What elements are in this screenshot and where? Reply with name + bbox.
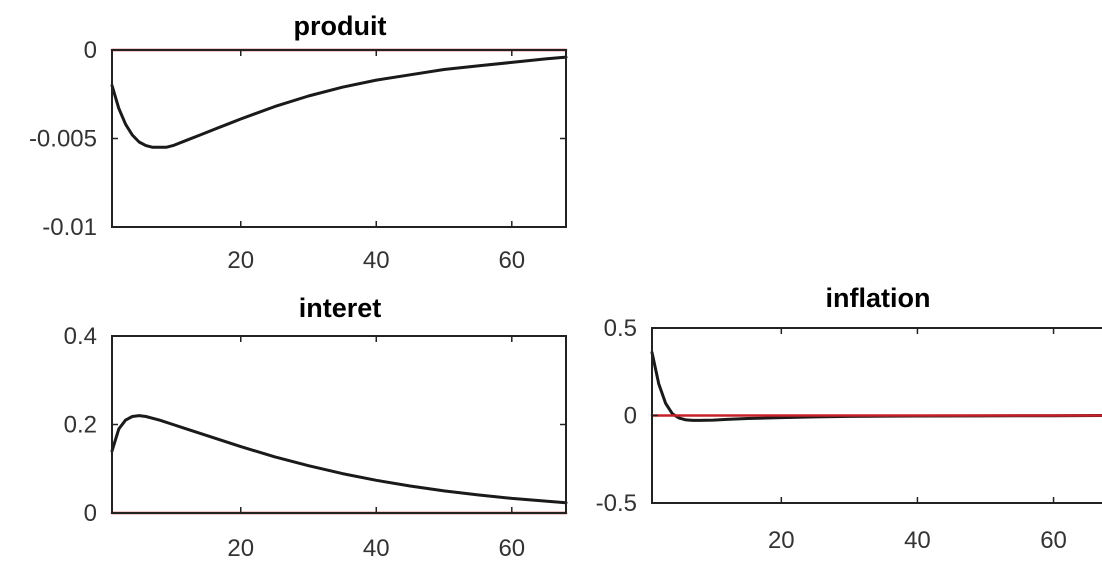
y-tick-label: 0.4 xyxy=(64,323,97,350)
axis-layer: 20 40 60 0 0.2 0.4 xyxy=(64,323,566,562)
response-line xyxy=(650,351,1102,422)
panel-inflation: inflation 20 40 60 0.5 0 -0.5 xyxy=(596,283,1102,554)
chart-title: inflation xyxy=(826,283,931,313)
plot-frame xyxy=(111,335,567,514)
y-tick-label: 0 xyxy=(624,403,637,430)
x-tick-label: 20 xyxy=(768,527,795,554)
series-layer xyxy=(110,414,568,515)
axis-layer: 20 40 60 0 -0.005 -0.01 xyxy=(29,37,566,274)
chart-title: interet xyxy=(299,293,382,323)
y-tick-label: -0.01 xyxy=(42,214,97,241)
x-tick-label: 20 xyxy=(227,247,254,274)
x-tick-label: 40 xyxy=(363,247,390,274)
x-tick-label: 20 xyxy=(227,535,254,562)
y-tick-label: -0.005 xyxy=(29,126,97,153)
y-tick-label: 0 xyxy=(84,37,97,64)
x-tick-label: 60 xyxy=(498,247,525,274)
response-line xyxy=(110,55,568,149)
y-tick-label: -0.5 xyxy=(596,490,637,517)
y-tick-label: 0 xyxy=(84,500,97,527)
chart-title: produit xyxy=(294,11,387,41)
panel-interet: interet 20 40 60 0 0.2 0.4 xyxy=(64,293,568,562)
series-layer xyxy=(650,351,1102,422)
x-tick-label: 60 xyxy=(1040,527,1067,554)
panel-produit: produit 20 40 60 0 -0.005 -0.01 xyxy=(29,11,568,274)
axis-layer: 20 40 60 0.5 0 -0.5 xyxy=(596,315,1067,554)
y-tick-label: 0.2 xyxy=(64,412,97,439)
x-tick-label: 60 xyxy=(498,535,525,562)
x-tick-label: 40 xyxy=(363,535,390,562)
y-tick-label: 0.5 xyxy=(604,315,637,342)
x-tick-label: 40 xyxy=(904,527,931,554)
plot-frame xyxy=(111,49,567,228)
series-layer xyxy=(110,48,568,149)
response-line xyxy=(110,414,568,505)
